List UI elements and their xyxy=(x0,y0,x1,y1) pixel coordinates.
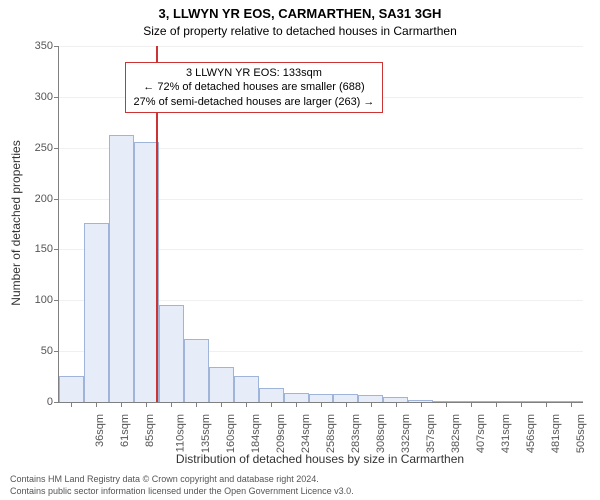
histogram-bar xyxy=(109,135,134,403)
x-tick-label: 283sqm xyxy=(350,414,362,453)
x-tick-mark xyxy=(346,402,347,407)
plot-area: 3 LLWYN YR EOS: 133sqm ← 72% of detached… xyxy=(58,46,583,403)
chart-container: 3, LLWYN YR EOS, CARMARTHEN, SA31 3GH Si… xyxy=(0,0,600,500)
x-tick-mark xyxy=(71,402,72,407)
histogram-bar xyxy=(259,388,284,402)
x-tick-mark xyxy=(246,402,247,407)
histogram-bar xyxy=(184,339,209,402)
x-tick-mark xyxy=(271,402,272,407)
footer-line-2: Contains public sector information licen… xyxy=(10,486,354,496)
y-tick-label: 200 xyxy=(35,193,59,205)
x-tick-label: 505sqm xyxy=(575,414,587,453)
x-tick-label: 456sqm xyxy=(525,414,537,453)
x-tick-mark xyxy=(521,402,522,407)
x-tick-label: 184sqm xyxy=(250,414,262,453)
title-line1: 3, LLWYN YR EOS, CARMARTHEN, SA31 3GH xyxy=(0,6,600,21)
annotation-line-2: ← 72% of detached houses are smaller (68… xyxy=(134,80,375,94)
x-tick-label: 61sqm xyxy=(119,414,131,447)
footer-line-1: Contains HM Land Registry data © Crown c… xyxy=(10,474,319,484)
x-tick-label: 308sqm xyxy=(375,414,387,453)
x-tick-mark xyxy=(446,402,447,407)
annotation-line-1: 3 LLWYN YR EOS: 133sqm xyxy=(134,66,375,80)
histogram-bar xyxy=(284,393,309,402)
annotation-box: 3 LLWYN YR EOS: 133sqm ← 72% of detached… xyxy=(125,62,384,113)
x-tick-label: 85sqm xyxy=(144,414,156,447)
x-tick-label: 407sqm xyxy=(475,414,487,453)
x-tick-mark xyxy=(121,402,122,407)
x-tick-mark xyxy=(396,402,397,407)
x-tick-label: 160sqm xyxy=(225,414,237,453)
y-tick-label: 0 xyxy=(47,396,59,408)
y-tick-label: 250 xyxy=(35,142,59,154)
x-tick-mark xyxy=(146,402,147,407)
histogram-bar xyxy=(333,394,358,402)
histogram-bar xyxy=(358,395,383,402)
x-tick-mark xyxy=(421,402,422,407)
y-tick-label: 150 xyxy=(35,243,59,255)
x-tick-mark xyxy=(371,402,372,407)
y-tick-label: 50 xyxy=(41,345,59,357)
title-line2: Size of property relative to detached ho… xyxy=(0,24,600,38)
x-tick-mark xyxy=(171,402,172,407)
histogram-bar xyxy=(309,394,334,402)
y-axis-label: Number of detached properties xyxy=(9,45,23,401)
x-tick-label: 110sqm xyxy=(175,414,187,452)
x-tick-label: 357sqm xyxy=(425,414,437,453)
x-tick-mark xyxy=(296,402,297,407)
x-tick-mark xyxy=(196,402,197,407)
y-tick-label: 300 xyxy=(35,91,59,103)
histogram-bar xyxy=(209,367,234,402)
histogram-bar xyxy=(234,376,259,402)
x-tick-label: 135sqm xyxy=(200,414,212,453)
y-tick-label: 100 xyxy=(35,294,59,306)
histogram-bar xyxy=(159,305,184,402)
x-tick-mark xyxy=(471,402,472,407)
histogram-bar xyxy=(84,223,109,402)
x-tick-mark xyxy=(496,402,497,407)
x-axis-label: Distribution of detached houses by size … xyxy=(58,452,582,466)
x-tick-label: 332sqm xyxy=(400,414,412,453)
x-tick-label: 382sqm xyxy=(450,414,462,453)
y-tick-label: 350 xyxy=(35,40,59,52)
x-tick-mark xyxy=(96,402,97,407)
x-tick-mark xyxy=(321,402,322,407)
x-tick-label: 431sqm xyxy=(500,414,512,453)
x-tick-mark xyxy=(571,402,572,407)
x-tick-label: 209sqm xyxy=(275,414,287,453)
x-tick-label: 234sqm xyxy=(300,414,312,453)
y-gridline xyxy=(59,46,583,47)
histogram-bar xyxy=(134,142,159,402)
x-tick-label: 481sqm xyxy=(550,414,562,453)
annotation-line-3: 27% of semi-detached houses are larger (… xyxy=(134,95,375,109)
x-tick-mark xyxy=(546,402,547,407)
histogram-bar xyxy=(59,376,84,402)
x-tick-mark xyxy=(221,402,222,407)
x-tick-label: 36sqm xyxy=(95,414,107,447)
x-tick-label: 258sqm xyxy=(325,414,337,453)
